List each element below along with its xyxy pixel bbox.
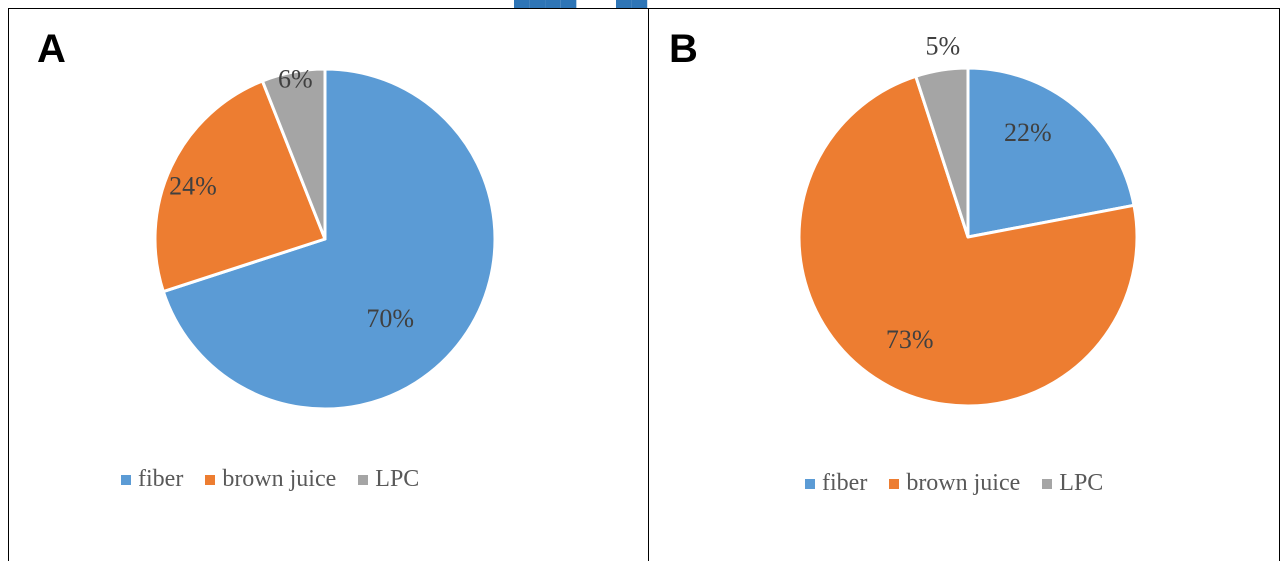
cropped-title-fragment: ▄▄▄▄ (514, 0, 600, 8)
legend-swatch (121, 474, 131, 485)
legend-swatch (805, 478, 815, 489)
legend-label: LPC (375, 466, 420, 492)
panel-label: A (37, 27, 66, 71)
legend-label: fiber (138, 466, 184, 492)
legend-swatch (889, 478, 900, 489)
cropped-title-fragment: ▄▄ (616, 0, 658, 8)
chart-panel-a: A 70% 24% 6% fiber brown juice LPC (9, 9, 648, 561)
pie-chart-b: 22% 73% 5% (797, 31, 1139, 408)
data-label-fiber: 22% (1004, 118, 1052, 147)
data-label-lpc: 6% (278, 65, 313, 94)
legend-label: brown juice (222, 466, 337, 492)
legend-item-fiber: fiber (121, 466, 183, 493)
legend-item-lpc: LPC (1042, 470, 1103, 497)
data-label-brown-juice: 73% (886, 325, 934, 354)
pie-slice-brown-juice (797, 74, 1139, 408)
pie-chart-a: 70% 24% 6% (153, 65, 497, 411)
table-left-border (8, 8, 9, 561)
table-top-border (8, 8, 1280, 9)
data-label-lpc: 5% (926, 31, 961, 60)
legend-swatch (358, 474, 369, 485)
pie-slice-fiber (966, 66, 1136, 239)
pie-slice-lpc (260, 67, 327, 241)
pie-slice-fiber (161, 67, 497, 411)
pie-slice-lpc (914, 66, 970, 239)
data-label-brown-juice: 24% (169, 172, 217, 201)
data-label-fiber: 70% (366, 304, 414, 333)
chart-legend: fiber brown juice LPC (805, 470, 1103, 497)
table-middle-border (648, 8, 649, 561)
legend-item-lpc: LPC (358, 466, 419, 493)
legend-swatch (1042, 478, 1053, 489)
legend-item-fiber: fiber (805, 470, 867, 497)
table-right-border (1279, 8, 1280, 561)
legend-label: fiber (822, 470, 868, 496)
chart-panel-b: B 22% 73% 5% fiber brown juice LPC (649, 9, 1279, 561)
legend-label: LPC (1059, 470, 1104, 496)
chart-legend: fiber brown juice LPC (121, 466, 419, 493)
panel-label: B (669, 27, 698, 71)
legend-item-brown-juice: brown juice (205, 466, 336, 493)
legend-swatch (205, 474, 216, 485)
legend-item-brown-juice: brown juice (889, 470, 1020, 497)
legend-label: brown juice (906, 470, 1021, 496)
